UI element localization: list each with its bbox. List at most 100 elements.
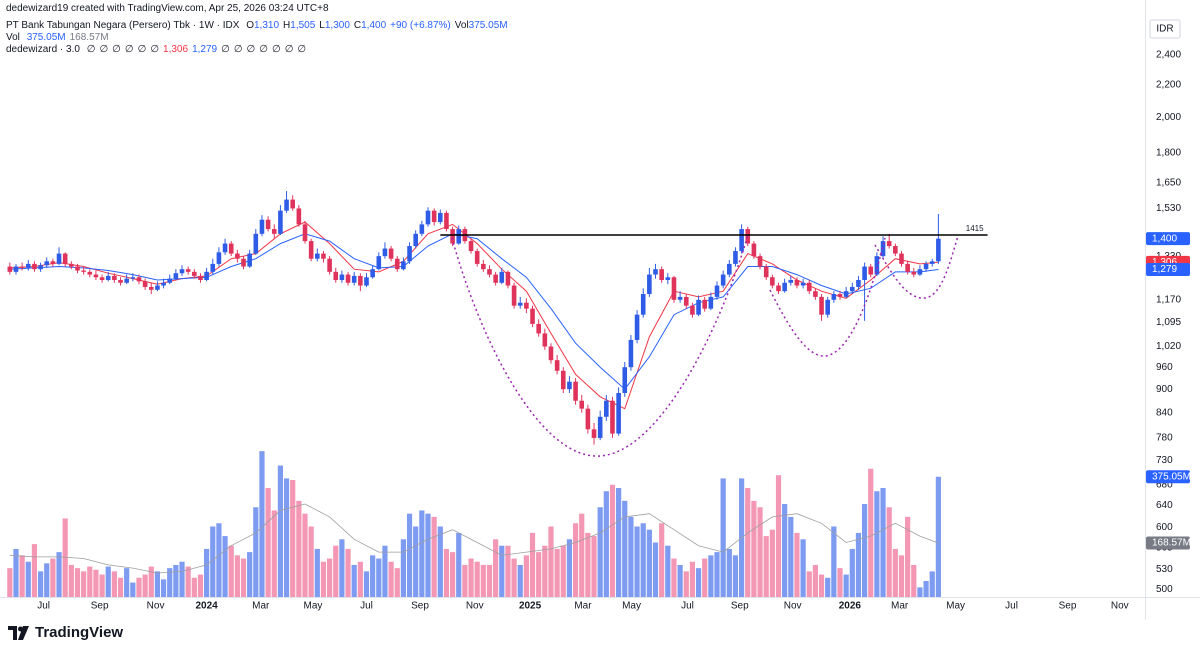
candle-body — [634, 314, 640, 340]
brand-logo: TradingView — [8, 624, 123, 641]
volume-bar — [271, 510, 277, 597]
candle-body — [241, 258, 246, 267]
volume-bar — [591, 536, 597, 597]
indicator-value: ∅ — [259, 44, 268, 55]
candle-body — [665, 277, 671, 281]
indicator-value: ∅ — [246, 44, 256, 55]
candle-body — [290, 199, 296, 209]
volume-bar — [536, 552, 542, 597]
volume-bar — [449, 552, 456, 597]
indicator-value: ∅ — [124, 44, 134, 55]
y-tick-label: 780 — [1156, 433, 1173, 444]
y-tick-label: 530 — [1156, 564, 1173, 575]
x-tick-label: Sep — [91, 601, 109, 612]
volume-bar — [769, 529, 775, 597]
candle-body — [511, 285, 517, 306]
candle-body — [167, 278, 173, 283]
volume-bar — [111, 571, 117, 597]
volume-bar — [302, 513, 308, 597]
volume-bar — [794, 532, 800, 597]
last-value-label: 1,306 — [1152, 257, 1177, 268]
candle-body — [204, 271, 209, 281]
last-value-box — [1146, 470, 1190, 484]
candle-body — [112, 275, 117, 281]
last-value-label: 1,279 — [1152, 264, 1177, 275]
candle-body — [228, 243, 234, 254]
candle-body — [813, 291, 818, 297]
volume-bar — [419, 510, 425, 597]
quote-key: L — [319, 20, 325, 31]
candle-body — [874, 256, 880, 275]
volume-legend: Vol 375.05M 168.57M — [6, 32, 113, 43]
volume-bar — [136, 577, 142, 597]
candle-body — [7, 266, 13, 272]
candle-body — [93, 274, 99, 278]
x-tick-label: Sep — [411, 601, 429, 612]
candle-body — [806, 282, 812, 292]
volume-bar — [277, 465, 284, 597]
last-value-box — [1146, 232, 1190, 246]
volume-bar — [74, 568, 81, 597]
x-tick-label: Sep — [731, 601, 749, 612]
candle-body — [683, 296, 689, 306]
volume-bar — [726, 548, 732, 597]
candle-body — [868, 266, 874, 275]
volume-bar — [849, 548, 855, 597]
x-tick-label: Jul — [37, 601, 50, 612]
candle-body — [567, 381, 572, 390]
volume-legend-name: Vol — [6, 32, 20, 43]
volume-bar — [609, 484, 616, 597]
candle-body — [800, 282, 806, 286]
volume-bar — [333, 545, 339, 597]
candle-body — [696, 299, 701, 315]
volume-bar — [327, 558, 333, 597]
candle-body — [481, 263, 486, 270]
y-tick-label: 680 — [1156, 479, 1173, 490]
volume-bar — [757, 507, 763, 597]
candle-body — [247, 253, 252, 267]
y-tick-label: 2,400 — [1156, 50, 1181, 61]
quote-change: +90 (+6.87%) — [390, 20, 451, 31]
candle-body — [640, 294, 646, 315]
volume-bar — [173, 564, 179, 597]
candle-body — [837, 294, 843, 297]
candle-body — [44, 261, 50, 266]
volume-bar — [665, 545, 671, 597]
volume-legend-value: 375.05M — [26, 32, 66, 43]
chart: 1415 IDR 2,400 2,200 2,000 1,800 1,650 1,530 1… — [0, 0, 1200, 620]
volume-bar — [247, 552, 253, 597]
candle-body — [843, 291, 849, 297]
candle-body — [505, 271, 511, 286]
candle-body — [745, 229, 751, 244]
candle-body — [468, 241, 474, 252]
volume-bar — [579, 513, 585, 597]
quote-value: 1,505 — [290, 20, 316, 31]
volume-bar — [622, 500, 628, 597]
volume-bar — [751, 500, 757, 597]
candle-body — [235, 253, 240, 259]
volume-bar — [376, 558, 382, 597]
volume-bar — [443, 548, 450, 597]
candle-body — [474, 251, 480, 264]
quote-key: Vol — [454, 20, 469, 31]
candle-body — [524, 302, 529, 309]
volume-bar — [486, 564, 493, 597]
volume-bar — [216, 523, 222, 597]
volume-bar — [720, 478, 726, 597]
x-tick-label: Jul — [681, 601, 694, 612]
currency-box[interactable] — [1149, 19, 1181, 39]
candle-body — [358, 275, 363, 286]
volume-bar — [259, 451, 265, 597]
indicator-value: ∅ — [150, 44, 160, 55]
volume-bar — [523, 555, 529, 597]
cup-curve — [874, 235, 959, 299]
quote-value: 1,400 — [361, 20, 387, 31]
volume-bar — [695, 568, 702, 597]
y-tick-label: 1,095 — [1156, 317, 1181, 328]
candle-body — [216, 252, 222, 264]
candle-body — [105, 275, 111, 281]
cup-curve — [451, 234, 749, 457]
volume-bar — [130, 582, 136, 597]
x-tick-label: 2025 — [519, 601, 542, 612]
